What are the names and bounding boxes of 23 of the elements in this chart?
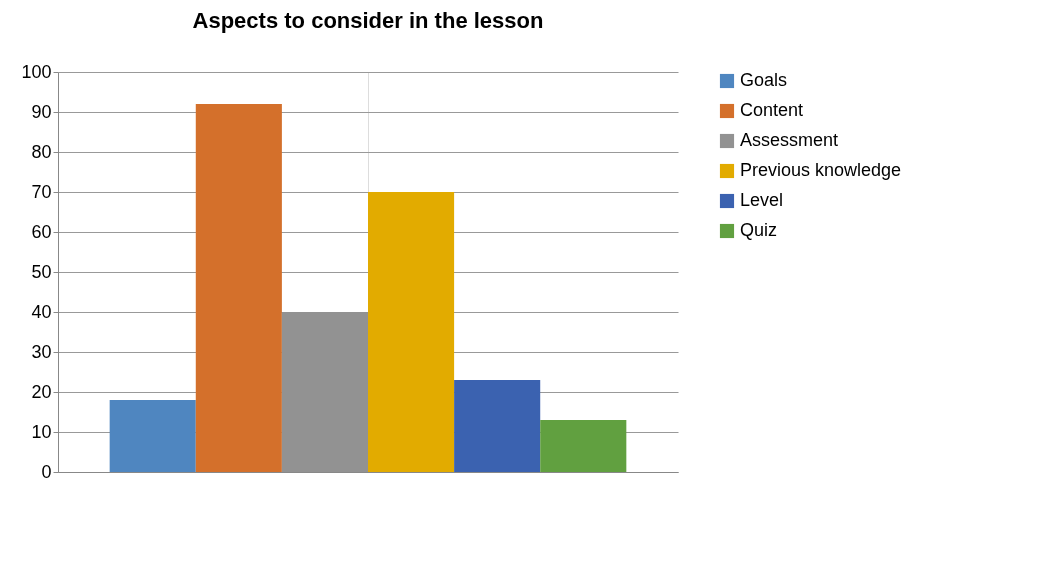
legend-label: Level — [740, 190, 784, 210]
bar — [195, 104, 282, 472]
y-tick-label: 0 — [41, 461, 52, 482]
y-tick-label: 10 — [31, 421, 52, 442]
bar — [368, 192, 455, 472]
legend-label: Assessment — [740, 130, 839, 150]
y-tick-label: 30 — [31, 341, 52, 362]
legend-label: Content — [740, 100, 804, 120]
y-tick-label: 40 — [31, 301, 52, 322]
legend-label: Previous knowledge — [740, 160, 902, 180]
chart-title: Aspects to consider in the lesson — [192, 8, 544, 33]
y-tick-label: 20 — [31, 381, 52, 402]
bar — [540, 420, 627, 472]
bar — [454, 380, 541, 472]
y-tick-label: 80 — [31, 141, 52, 162]
legend-label: Quiz — [740, 220, 778, 240]
y-tick-label: 60 — [31, 221, 52, 242]
bar — [109, 400, 196, 472]
y-tick-label: 50 — [31, 261, 52, 282]
y-tick-label: 90 — [31, 101, 52, 122]
legend-label: Goals — [740, 70, 788, 90]
y-tick-label: 70 — [31, 181, 52, 202]
y-tick-label: 100 — [21, 61, 52, 82]
